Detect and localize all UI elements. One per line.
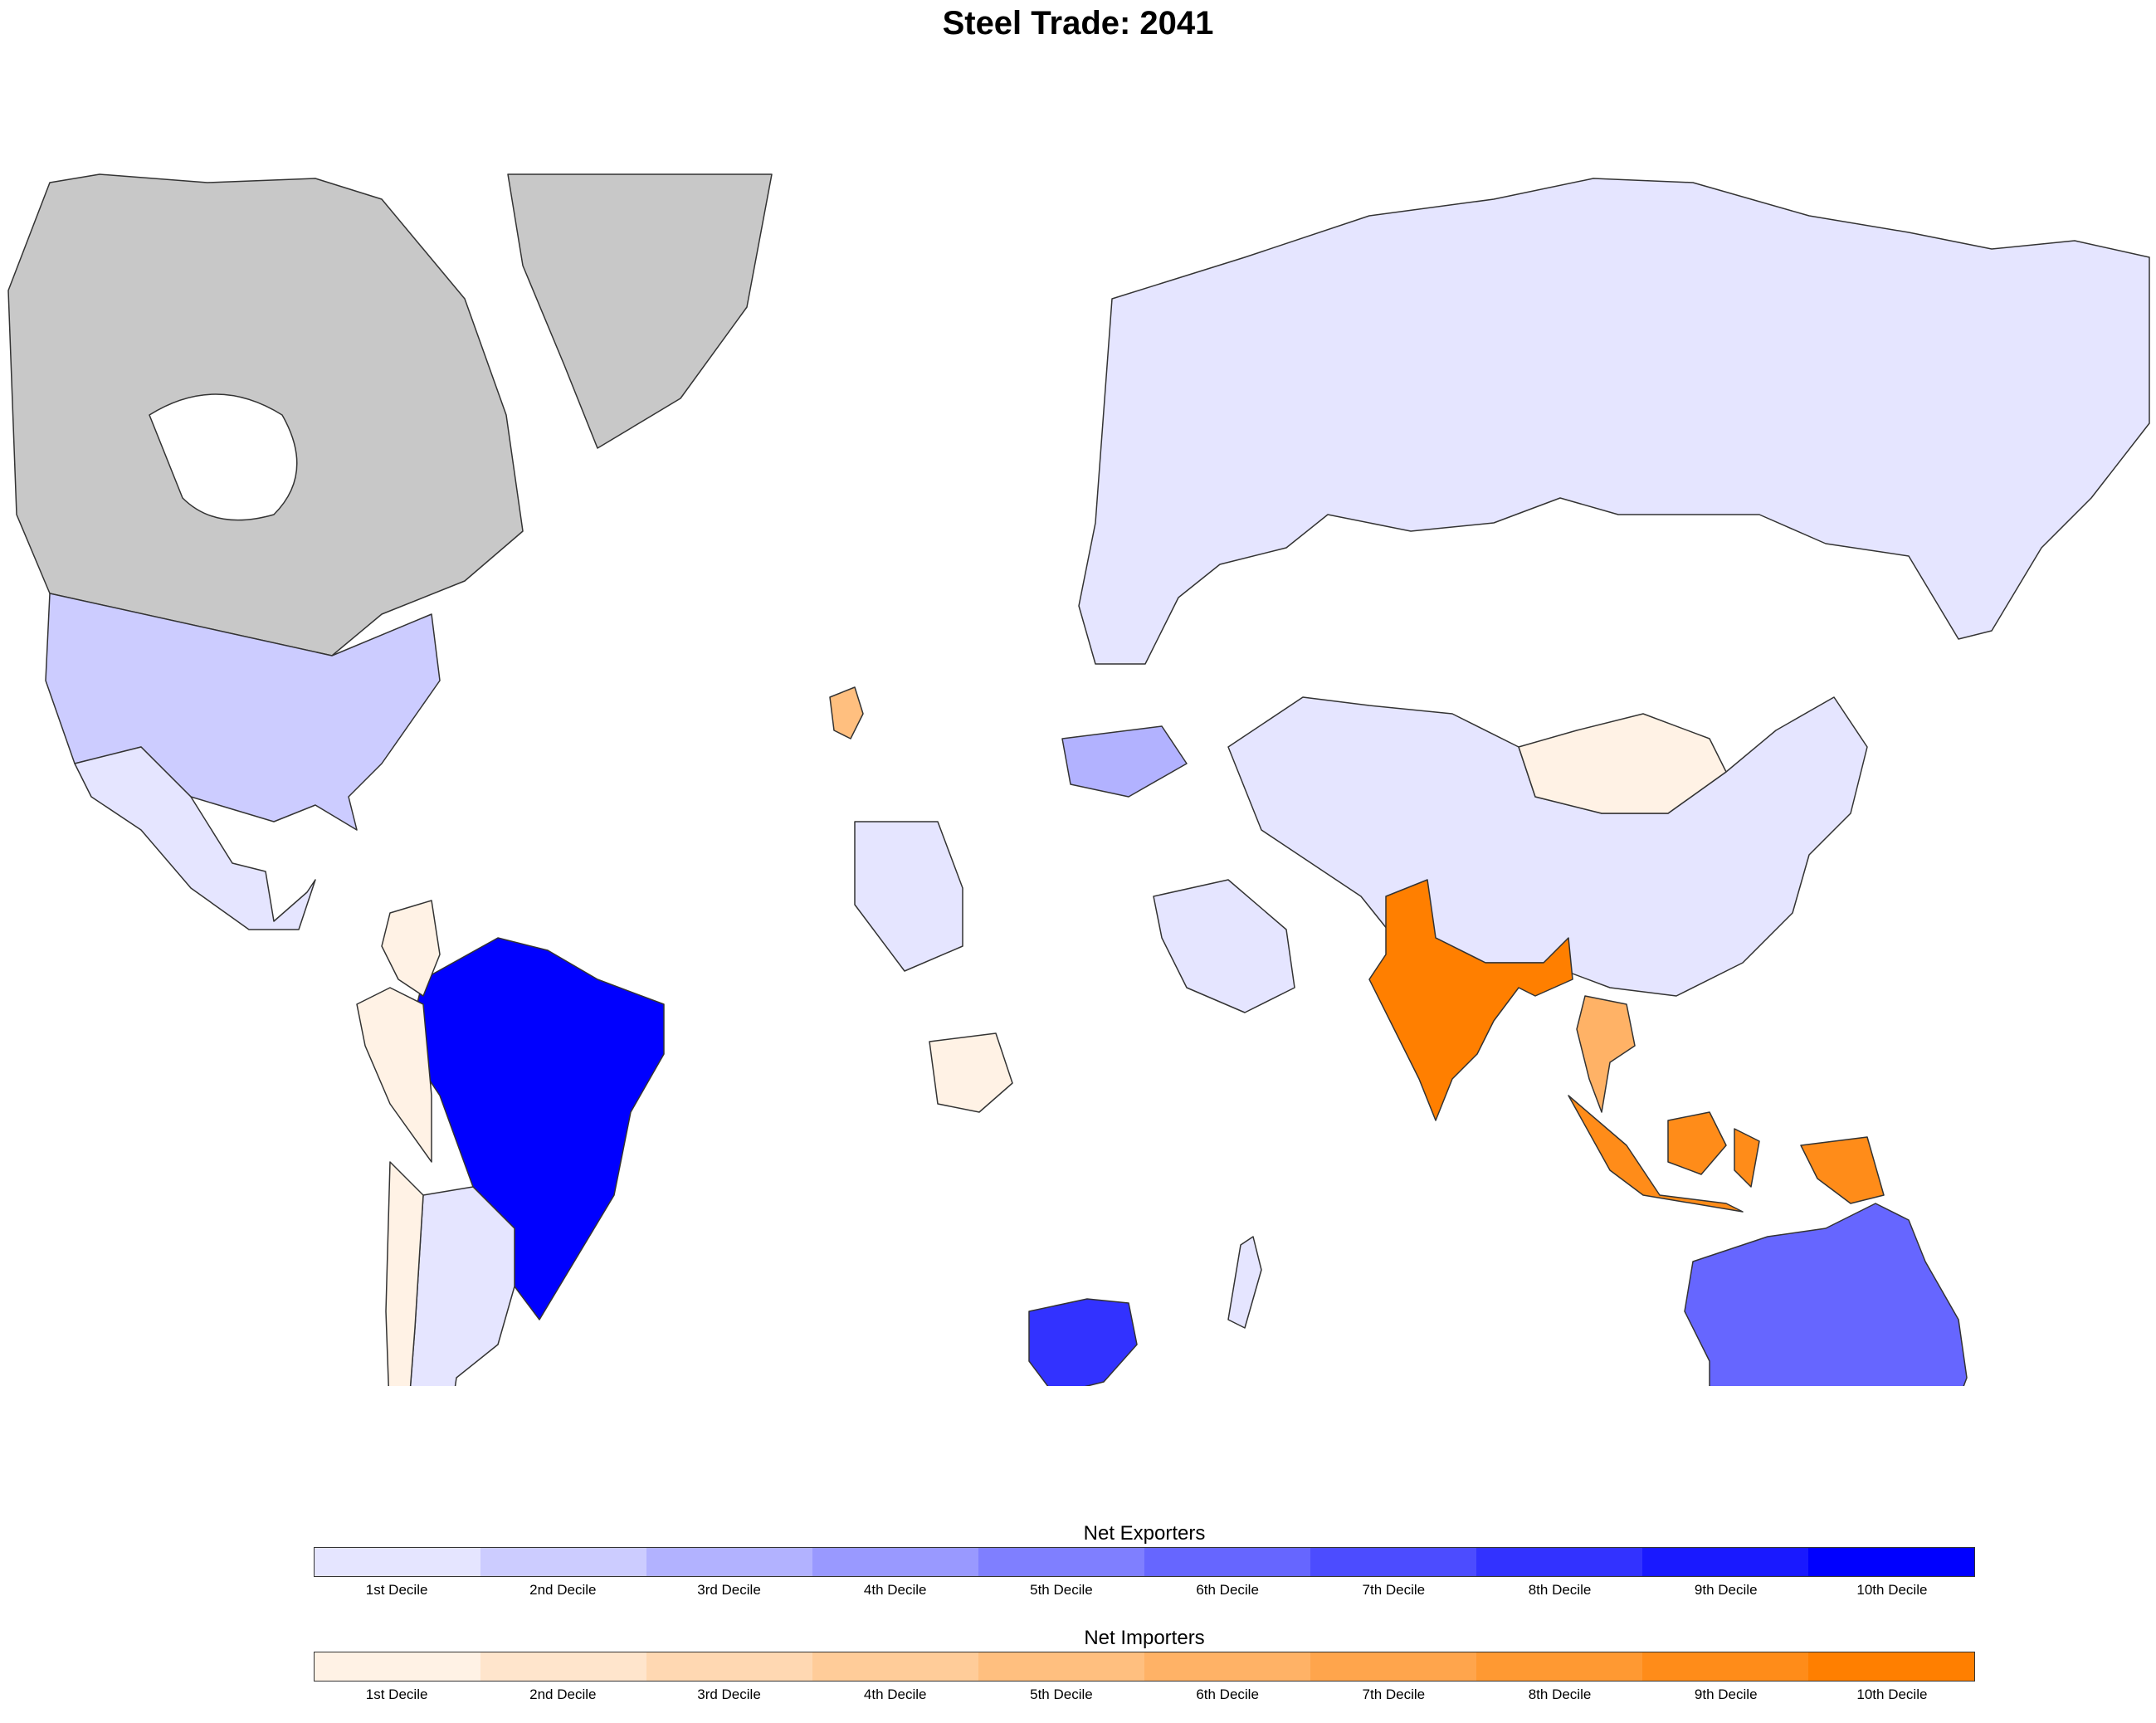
legend-net-exporters: Net Exporters 1st Decile 2nd Decile 3rd De… [314, 1520, 1975, 1599]
legend-importers-swatch-1 [315, 1652, 480, 1681]
legend-importers-labels: 1st Decile 2nd Decile 3rd Decile 4th Decile… [314, 1686, 1975, 1703]
legend-exporters-label-5: 5th Decile [1030, 1582, 1093, 1598]
region-ireland [829, 686, 864, 739]
region-nigeria [929, 1032, 1013, 1113]
legend-importers-swatch-9 [1642, 1652, 1808, 1681]
legend-importers-label-2: 2nd Decile [529, 1686, 597, 1702]
legend-importers-swatch-10 [1808, 1652, 1974, 1681]
legend-importers-swatch-5 [978, 1652, 1144, 1681]
legend-importers-swatch-4 [812, 1652, 978, 1681]
region-madagascar [1227, 1236, 1262, 1329]
map-title: Steel Trade: 2041 [942, 5, 1214, 41]
legend-net-importers: Net Importers 1st Decile 2nd Decile 3rd De… [314, 1625, 1975, 1703]
region-australia [1684, 1203, 1968, 1386]
legend-exporters-colorbar [314, 1547, 1975, 1577]
legend-importers-colorbar [314, 1652, 1975, 1682]
legend-exporters-swatch-10 [1808, 1548, 1974, 1576]
legend-importers-title: Net Importers [1084, 1627, 1205, 1649]
legend-exporters-label-10: 10th Decile [1856, 1582, 1928, 1598]
region-russia [1078, 178, 2150, 665]
legend-exporters-swatch-9 [1642, 1548, 1808, 1576]
legend-exporters-swatch-1 [315, 1548, 480, 1576]
region-peru [356, 987, 432, 1163]
region-saudi-arabia [1153, 879, 1295, 1013]
region-greenland [507, 173, 773, 449]
legend-importers-label-7: 7th Decile [1362, 1686, 1426, 1702]
legend-exporters-label-8: 8th Decile [1528, 1582, 1592, 1598]
legend-importers-label-1: 1st Decile [365, 1686, 428, 1702]
legend-importers-label-9: 9th Decile [1694, 1686, 1758, 1702]
legend-importers-swatch-6 [1144, 1652, 1310, 1681]
region-mongolia [1518, 713, 1727, 814]
legend-importers-label-4: 4th Decile [863, 1686, 927, 1702]
legend-exporters-labels: 1st Decile 2nd Decile 3rd Decile 4th Decile… [314, 1582, 1975, 1599]
legend-importers-swatch-2 [480, 1652, 646, 1681]
legend-importers-swatch-7 [1310, 1652, 1476, 1681]
region-argentina [409, 1186, 515, 1386]
region-algeria [854, 821, 963, 972]
region-chile [385, 1161, 424, 1386]
legend-exporters-swatch-7 [1310, 1548, 1476, 1576]
legend-exporters-swatch-4 [812, 1548, 978, 1576]
legend-exporters-swatch-2 [480, 1548, 646, 1576]
region-brazil [406, 937, 665, 1320]
region-canada [7, 173, 524, 656]
region-colombia [381, 900, 441, 997]
legend-exporters-label-6: 6th Decile [1196, 1582, 1259, 1598]
region-thailand [1576, 995, 1636, 1113]
legend-importers-label-6: 6th Decile [1196, 1686, 1259, 1702]
legend-exporters-swatch-8 [1476, 1548, 1642, 1576]
legend-importers-label-8: 8th Decile [1528, 1686, 1592, 1702]
region-mexico [74, 746, 316, 930]
legend-exporters-title: Net Exporters [1083, 1522, 1206, 1545]
region-indonesia [1568, 1095, 1885, 1213]
legend-importers-label-10: 10th Decile [1856, 1686, 1928, 1702]
region-india [1368, 879, 1573, 1121]
region-ukraine [1061, 725, 1188, 798]
legend-importers-label-5: 5th Decile [1030, 1686, 1093, 1702]
legend-exporters-swatch-6 [1144, 1548, 1310, 1576]
legend-exporters-label-3: 3rd Decile [697, 1582, 761, 1598]
legend-exporters-swatch-5 [978, 1548, 1144, 1576]
legend-exporters-label-4: 4th Decile [863, 1582, 927, 1598]
legend-exporters-swatch-3 [646, 1548, 812, 1576]
legend-exporters-label-9: 9th Decile [1694, 1582, 1758, 1598]
world-map [7, 173, 2150, 1386]
legend-importers-swatch-3 [646, 1652, 812, 1681]
legend-exporters-label-1: 1st Decile [365, 1582, 428, 1598]
region-south-africa [1028, 1298, 1138, 1386]
legend-importers-label-3: 3rd Decile [697, 1686, 761, 1702]
legend-exporters-label-7: 7th Decile [1362, 1582, 1426, 1598]
legend-importers-swatch-8 [1476, 1652, 1642, 1681]
legend-exporters-label-2: 2nd Decile [529, 1582, 597, 1598]
